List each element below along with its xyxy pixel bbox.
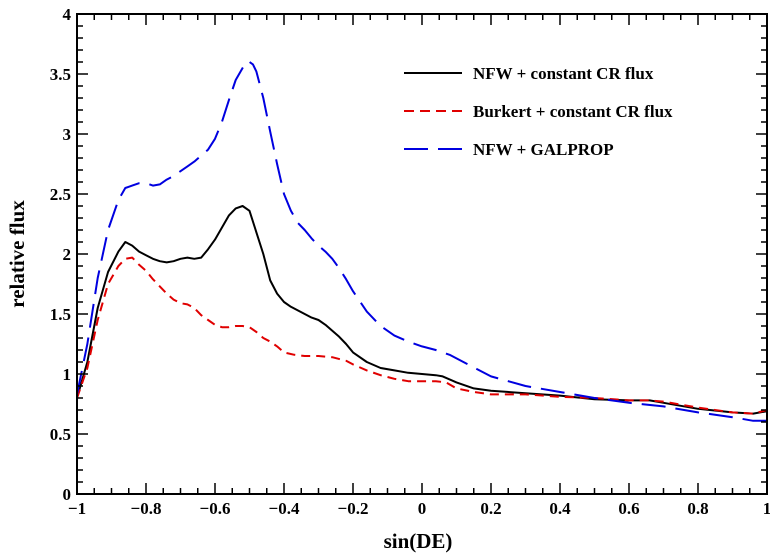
series-layer [77, 61, 767, 422]
y-tick-label: 4 [63, 5, 72, 24]
series-line-1 [77, 205, 767, 415]
y-tick-label: 0 [63, 485, 72, 504]
y-tick-label: 2 [63, 245, 72, 264]
x-tick-label: 0 [418, 499, 427, 518]
legend-label-2: Burkert + constant CR flux [473, 102, 673, 121]
x-tick-label: 0.4 [549, 499, 571, 518]
y-tick-label: 0.5 [50, 425, 71, 444]
tick-labels-layer: −1 −0.8 −0.6 −0.4 −0.2 0 0.2 0.4 0.6 0.8 1 0 0.5 1 1.5… [50, 5, 770, 518]
series-line-2 [77, 256, 767, 415]
x-tick-label: −0.2 [338, 499, 369, 518]
x-axis-title: sin(DE) [384, 529, 453, 553]
x-tick-label: 0.2 [480, 499, 501, 518]
series-line-3 [77, 61, 767, 422]
x-tick-label: −0.8 [131, 499, 162, 518]
legend-label-1: NFW + constant CR flux [473, 64, 654, 83]
ticks-layer [76, 13, 768, 495]
legend: NFW + constant CR flux Burkert + constant… [404, 64, 673, 159]
plot-frame [76, 13, 768, 495]
y-tick-label: 3.5 [50, 65, 71, 84]
y-tick-label: 3 [63, 125, 72, 144]
y-tick-label: 1 [63, 365, 72, 384]
y-tick-label: 2.5 [50, 185, 71, 204]
y-tick-label: 1.5 [50, 305, 71, 324]
x-tick-label: −0.6 [200, 499, 231, 518]
x-tick-label: −1 [68, 499, 86, 518]
x-tick-label: 1 [763, 499, 770, 518]
x-tick-label: 0.8 [687, 499, 708, 518]
x-tick-label: −0.4 [269, 499, 300, 518]
y-axis-title: relative flux [5, 200, 29, 308]
x-tick-label: 0.6 [618, 499, 639, 518]
legend-label-3: NFW + GALPROP [473, 140, 614, 159]
